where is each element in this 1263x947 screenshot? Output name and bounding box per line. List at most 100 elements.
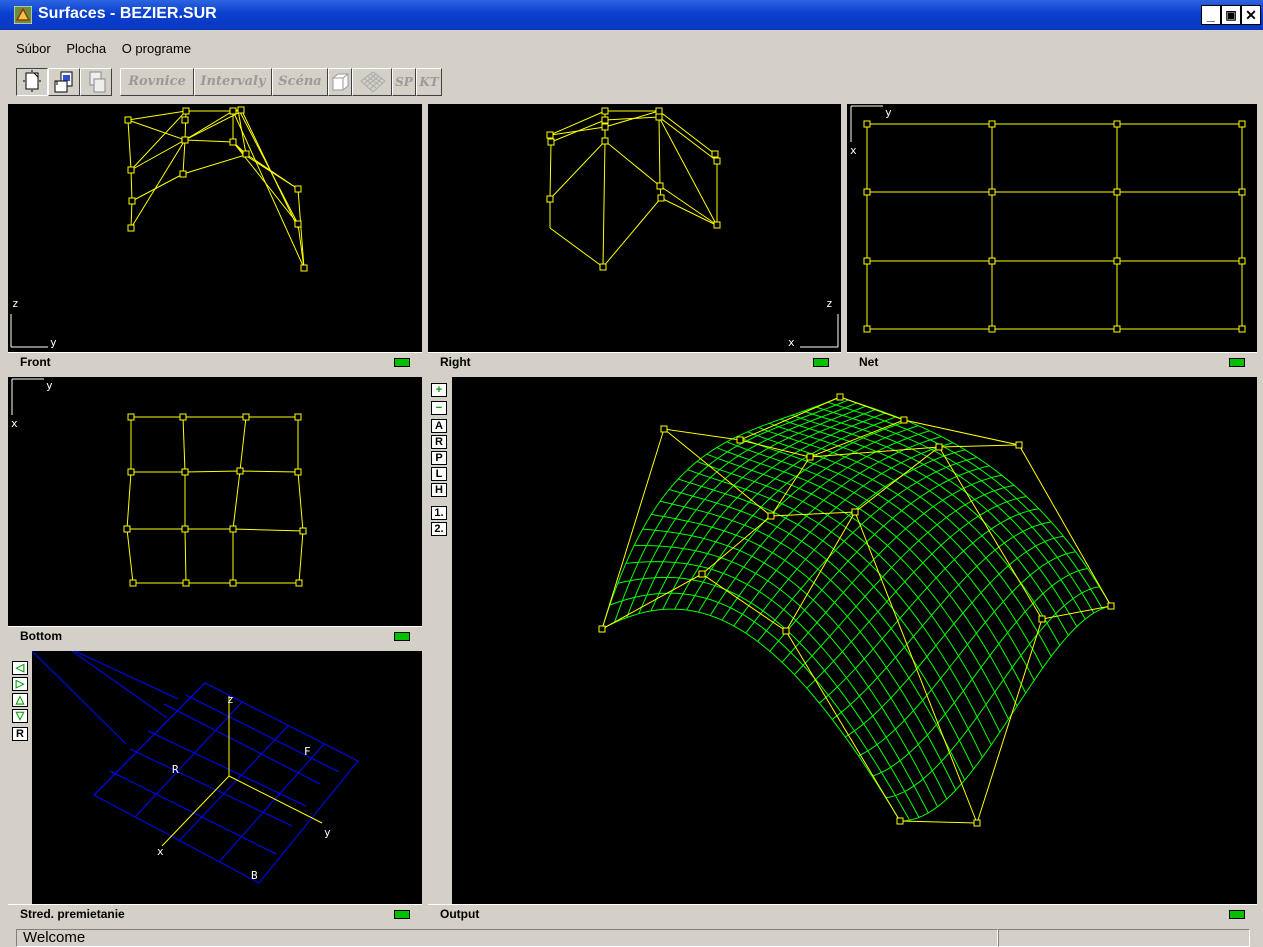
bottom-minimize-button[interactable] xyxy=(394,632,410,641)
net-view[interactable]: y x xyxy=(847,104,1257,352)
app-icon xyxy=(14,6,32,24)
surface-u-line-12 xyxy=(706,453,1009,720)
surface-v-line-19 xyxy=(831,521,1052,720)
projection-controls: ◁ ▷ △ ▽ R xyxy=(8,651,32,904)
control-point-1[interactable] xyxy=(698,570,706,578)
mesh-icon xyxy=(360,71,386,93)
right-minimize-button[interactable] xyxy=(813,358,829,367)
front-axis-z: z xyxy=(12,297,19,310)
output-2-button[interactable]: 2. xyxy=(431,522,447,536)
surface-u-line-21 xyxy=(803,410,1086,620)
surface-v-line-21 xyxy=(858,551,1076,757)
right-axis-z: z xyxy=(826,297,833,310)
output-h-button[interactable]: H xyxy=(431,483,447,497)
net-minimize-button[interactable] xyxy=(1229,358,1245,367)
control-point-9[interactable] xyxy=(806,453,814,461)
surface-v-line-22 xyxy=(871,568,1088,777)
minimize-button[interactable]: _ xyxy=(1201,5,1221,25)
control-point-10[interactable] xyxy=(935,443,943,451)
title-bar[interactable] xyxy=(0,0,1263,30)
zoom-in-button[interactable]: + xyxy=(431,383,447,397)
surface-u-line-7 xyxy=(659,500,966,781)
save-file-icon xyxy=(89,71,106,93)
control-net-col-3 xyxy=(899,605,1112,824)
projection-caption: Stred. premietanie xyxy=(8,904,422,924)
output-r-button[interactable]: R xyxy=(431,435,447,449)
bottom-view[interactable]: y x xyxy=(8,377,422,626)
surface-v-line-10 xyxy=(721,436,942,621)
surface-v-line-23 xyxy=(885,586,1100,799)
surface-u-line-24 xyxy=(839,396,1112,607)
projection-scene: z y x F R B xyxy=(32,651,359,884)
control-point-2[interactable] xyxy=(782,627,790,635)
control-point-0[interactable] xyxy=(598,625,606,633)
restore-button[interactable]: ▣ xyxy=(1221,5,1241,25)
menu-subor[interactable]: Súbor xyxy=(16,41,51,56)
right-caption-label: Right xyxy=(440,355,471,369)
output-p-button[interactable]: P xyxy=(431,451,447,465)
bottom-axis-x: x xyxy=(11,417,18,430)
output-minimize-button[interactable] xyxy=(1229,910,1245,919)
projection-label-z: z xyxy=(227,693,234,706)
mesh-button[interactable] xyxy=(352,68,392,96)
surface-u-line-23 xyxy=(827,401,1103,609)
control-point-12[interactable] xyxy=(836,393,844,401)
front-view[interactable]: z y xyxy=(8,104,422,352)
save-file-button[interactable] xyxy=(80,68,112,96)
control-point-13[interactable] xyxy=(900,416,908,424)
window-title: Surfaces - BEZIER.SUR xyxy=(38,5,217,22)
control-point-15[interactable] xyxy=(1107,602,1115,610)
open-file-icon xyxy=(54,71,73,93)
output-l-button[interactable]: L xyxy=(431,467,447,481)
control-net-row-3 xyxy=(839,396,1112,607)
right-view[interactable]: z x xyxy=(428,104,841,352)
new-file-button[interactable] xyxy=(16,68,48,96)
control-point-11[interactable] xyxy=(1038,615,1046,623)
surface-v-line-24 xyxy=(899,605,1112,822)
right-caption: Right xyxy=(428,352,841,372)
surface-v-line-17 xyxy=(806,496,1027,689)
surface-u-line-5 xyxy=(642,528,948,800)
projection-label-x: x xyxy=(157,845,164,858)
rovnice-button[interactable]: Rovnice xyxy=(120,68,194,96)
rotate-right-button[interactable]: ▷ xyxy=(12,677,28,691)
output-1-button[interactable]: 1. xyxy=(431,506,447,520)
scena-button[interactable]: Scéna xyxy=(272,68,328,96)
control-point-4[interactable] xyxy=(660,425,668,433)
cube-icon xyxy=(332,73,349,91)
menu-o-programe[interactable]: O programe xyxy=(121,41,192,56)
control-point-14[interactable] xyxy=(1015,441,1023,449)
control-point-6[interactable] xyxy=(851,508,859,516)
sp-button[interactable]: SP xyxy=(392,68,416,96)
control-point-7[interactable] xyxy=(973,819,981,827)
open-file-button[interactable] xyxy=(48,68,80,96)
bottom-caption: Bottom xyxy=(8,626,422,646)
output-view[interactable] xyxy=(452,377,1257,904)
close-button[interactable]: ✕ xyxy=(1241,5,1261,25)
intervaly-button[interactable]: Intervaly xyxy=(194,68,272,96)
net-caption: Net xyxy=(847,352,1257,372)
status-message: Welcome xyxy=(16,929,998,947)
front-caption-label: Front xyxy=(20,355,51,369)
front-caption: Front xyxy=(8,352,422,372)
central-projection-view[interactable]: z y x F R B xyxy=(32,651,422,904)
projection-minimize-button[interactable] xyxy=(394,910,410,919)
status-panel xyxy=(998,929,1250,947)
zoom-out-button[interactable]: − xyxy=(431,401,447,415)
surface-v-line-14 xyxy=(769,465,990,652)
reset-view-button[interactable]: R xyxy=(12,727,28,741)
control-point-3[interactable] xyxy=(896,817,904,825)
rotate-left-button[interactable]: ◁ xyxy=(12,661,28,675)
rotate-down-button[interactable]: ▽ xyxy=(12,709,28,723)
cube-button[interactable] xyxy=(328,68,352,96)
output-caption-label: Output xyxy=(440,907,480,921)
rotate-up-button[interactable]: △ xyxy=(12,693,28,707)
output-a-button[interactable]: A xyxy=(431,419,447,433)
menu-plocha[interactable]: Plocha xyxy=(66,41,107,56)
control-point-8[interactable] xyxy=(736,436,744,444)
control-point-5[interactable] xyxy=(767,512,775,520)
front-minimize-button[interactable] xyxy=(394,358,410,367)
bezier-surface-render xyxy=(598,393,1115,827)
net-caption-label: Net xyxy=(859,355,879,369)
kt-button[interactable]: KT xyxy=(416,68,442,96)
